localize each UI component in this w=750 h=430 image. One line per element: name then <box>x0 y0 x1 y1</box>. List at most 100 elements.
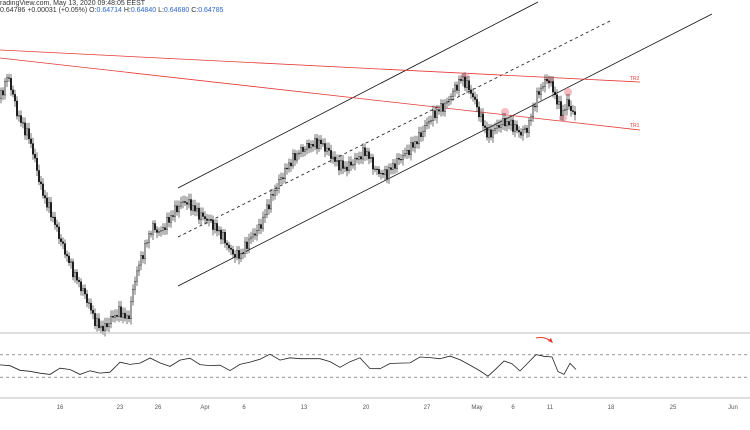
trendline-label-tr1: TR1 <box>630 123 640 129</box>
price-candle-body <box>170 215 172 223</box>
price-candle-body <box>410 142 412 155</box>
price-candle-body <box>332 156 334 159</box>
price-candle-body <box>368 151 370 159</box>
price-candle-body <box>182 201 184 203</box>
price-candle-body <box>114 314 116 318</box>
price-candle-body <box>0 90 2 99</box>
price-candle-body <box>570 105 572 111</box>
header-source: radingView.com, May 13, 2020 09:48:05 EE… <box>0 0 146 7</box>
header-close-label: C: <box>191 7 199 14</box>
price-candle-body <box>328 147 330 151</box>
price-candle-body <box>378 169 380 174</box>
price-candle-body <box>574 111 576 115</box>
price-candle-body <box>296 153 298 161</box>
x-tick-label: 20 <box>363 405 370 411</box>
price-candle-body <box>246 241 248 249</box>
price-candle-body <box>34 154 36 159</box>
header-high: 0.64840 <box>130 7 157 14</box>
price-candle-body <box>86 293 88 303</box>
price-candle-body <box>74 272 76 278</box>
price-candle-body <box>16 100 18 117</box>
price-candle-body <box>68 255 70 263</box>
price-candle-body <box>562 110 564 116</box>
price-candle-body <box>190 199 192 211</box>
price-candle-body <box>186 202 188 205</box>
price-candle-body <box>100 325 102 329</box>
channel-lower-line <box>177 13 713 287</box>
price-candle-body <box>168 217 170 223</box>
price-candle-body <box>402 155 404 161</box>
x-tick-label: 6 <box>242 405 246 411</box>
price-candle-body <box>428 121 430 124</box>
price-candle-body <box>482 113 484 127</box>
price-candle-body <box>534 105 536 108</box>
price-candle-body <box>66 254 68 257</box>
price-candle-body <box>254 233 256 236</box>
price-candle-body <box>78 279 80 282</box>
price-candle-body <box>548 80 550 83</box>
price-candle-body <box>508 121 510 126</box>
price-candle-body <box>288 162 290 170</box>
price-candle-body <box>498 125 500 128</box>
price-candle-body <box>522 129 524 136</box>
price-candle-body <box>300 147 302 154</box>
price-candle-body <box>248 238 250 249</box>
price-candle-body <box>242 253 244 255</box>
price-candle-body <box>520 131 522 136</box>
price-candle-body <box>30 138 32 144</box>
price-candle-body <box>470 89 472 94</box>
price-candle-body <box>468 80 470 91</box>
price-candle-body <box>540 87 542 95</box>
price-candle-body <box>158 230 160 233</box>
price-candle-body <box>164 227 166 230</box>
price-candle-body <box>48 202 50 208</box>
price-candle-body <box>156 229 158 233</box>
header-low-label: L: <box>158 7 164 14</box>
price-candle-body <box>270 194 272 210</box>
price-candle-body <box>208 219 210 221</box>
price-candle-body <box>386 169 388 179</box>
price-candle-body <box>294 153 296 161</box>
price-candle-body <box>488 129 490 138</box>
price-candle-body <box>214 223 216 230</box>
price-candle-body <box>478 106 480 118</box>
price-candle-body <box>144 243 146 259</box>
price-candle-body <box>178 205 180 213</box>
price-candle-body <box>424 125 426 132</box>
price-candle-body <box>480 113 482 118</box>
price-candle-body <box>154 223 156 230</box>
price-candle-body <box>2 90 4 96</box>
price-candle-body <box>442 103 444 112</box>
price-candle-body <box>312 144 314 147</box>
price-candle-body <box>136 270 138 282</box>
price-candle-body <box>268 204 270 210</box>
price-candle-body <box>76 272 78 281</box>
price-candle-body <box>416 141 418 145</box>
price-candle-body <box>532 105 534 118</box>
price-candle-body <box>372 157 374 170</box>
x-tick-label: Jun <box>728 405 738 411</box>
price-candle-body <box>310 144 312 149</box>
price-candle-body <box>502 118 504 126</box>
price-candle-body <box>516 124 518 131</box>
price-candle-body <box>542 86 544 89</box>
header-high-label: H: <box>123 7 131 14</box>
price-candle-body <box>354 157 356 165</box>
x-tick-label: 6 <box>511 405 515 411</box>
price-candle-body <box>510 119 512 126</box>
price-candle-body <box>166 217 168 230</box>
price-candle-body <box>150 233 152 235</box>
price-candle-body <box>10 78 12 91</box>
price-candle-body <box>290 162 292 167</box>
price-candle-body <box>204 216 206 220</box>
price-candle-body <box>356 157 358 160</box>
price-candle-body <box>350 161 352 166</box>
price-candle-body <box>260 224 262 229</box>
channel-mid-line <box>177 19 613 238</box>
price-candle-body <box>160 230 162 232</box>
price-candle-body <box>238 250 240 259</box>
price-candle-body <box>530 116 532 122</box>
price-candle-body <box>234 254 236 258</box>
price-candle-body <box>122 312 124 318</box>
